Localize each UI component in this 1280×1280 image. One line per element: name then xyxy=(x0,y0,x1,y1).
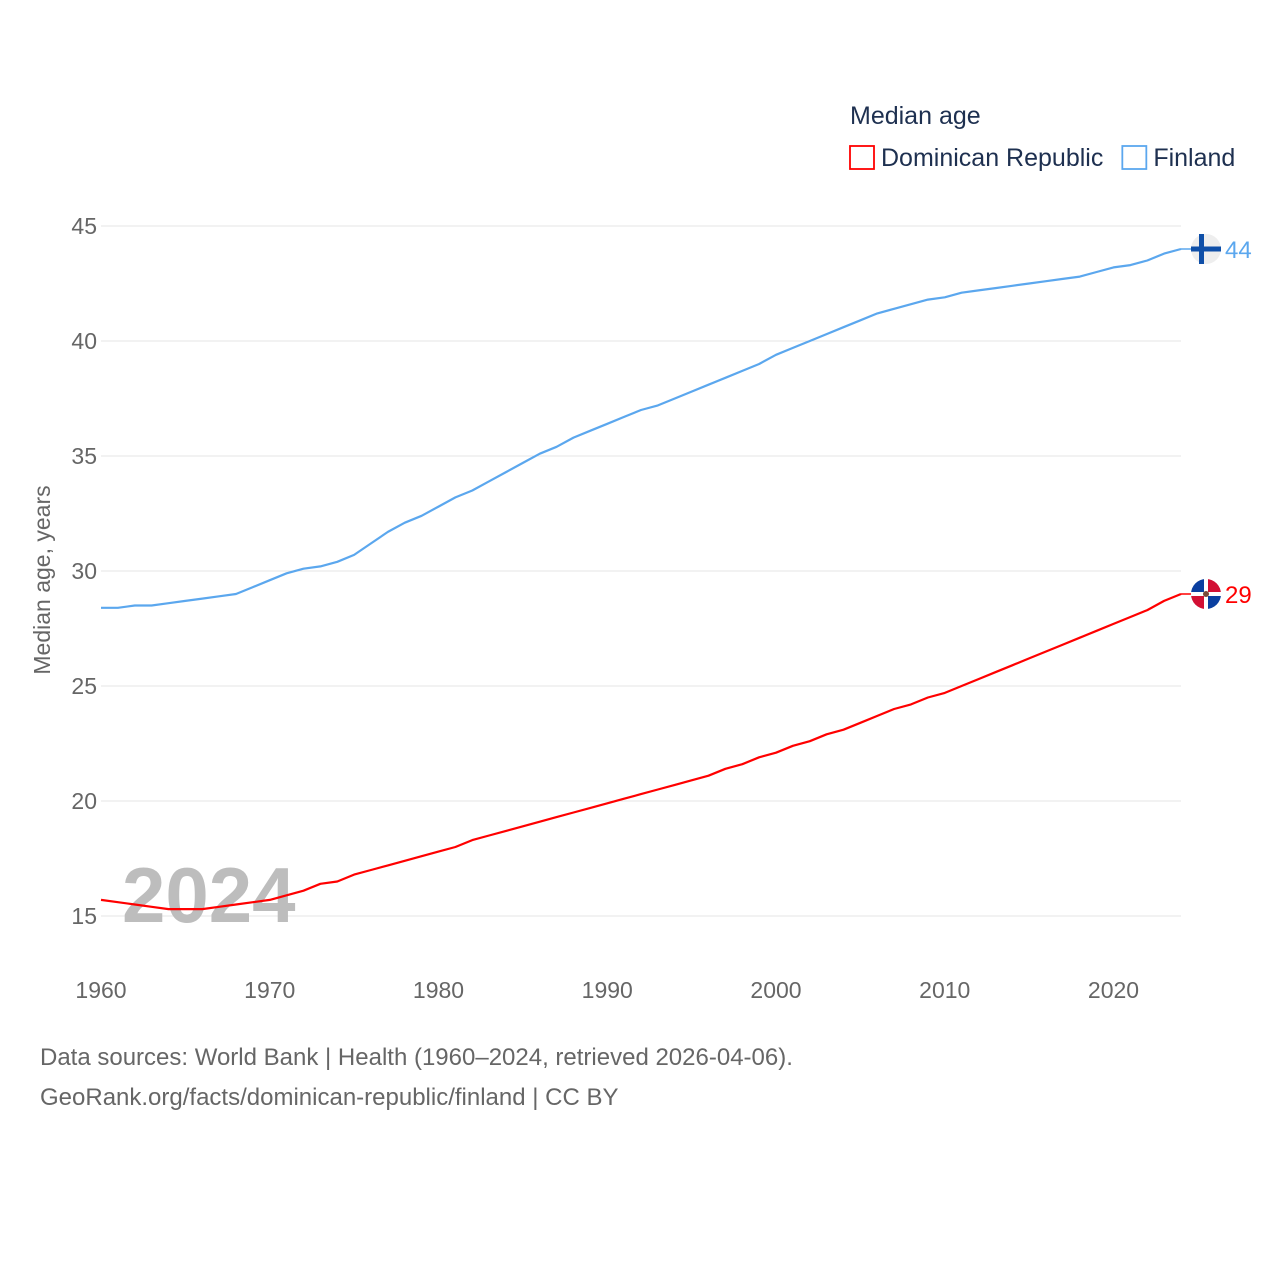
y-tick-label: 40 xyxy=(71,328,97,354)
legend-swatch xyxy=(849,145,875,170)
series-line-dominican-republic xyxy=(100,592,1182,911)
x-tick-label: 1960 xyxy=(75,977,126,1003)
x-tick-label: 2010 xyxy=(919,977,970,1003)
y-axis-ticks: 15 20 25 30 35 40 45 xyxy=(71,213,97,929)
flag-quarter xyxy=(1191,594,1206,609)
source-url-note: GeoRank.org/facts/dominican-republic/fin… xyxy=(40,1084,619,1111)
finland-flag-icon xyxy=(1191,234,1221,264)
y-tick-label: 30 xyxy=(71,558,97,584)
y-tick-label: 15 xyxy=(71,903,97,929)
x-axis-ticks: 1960 1970 1980 1990 2000 2010 2020 xyxy=(75,977,1139,1003)
year-watermark: 2024 xyxy=(122,851,296,939)
y-axis-label: Median age, years xyxy=(29,485,55,674)
legend-swatch xyxy=(1121,145,1148,170)
x-tick-label: 2000 xyxy=(750,977,801,1003)
series-lines: 29 44 xyxy=(100,234,1252,911)
series-line-finland xyxy=(101,247,1182,609)
x-tick-label: 1980 xyxy=(413,977,464,1003)
flag-quarter xyxy=(1191,579,1206,594)
legend-title: Median age xyxy=(850,102,981,130)
y-tick-label: 20 xyxy=(71,788,97,814)
flag-emblem xyxy=(1203,591,1209,597)
flag-cross xyxy=(1191,246,1221,252)
x-tick-label: 1990 xyxy=(582,977,633,1003)
x-tick-label: 2020 xyxy=(1088,977,1139,1003)
gridlines xyxy=(101,225,1181,917)
legend: Dominican Republic Finland xyxy=(849,144,1235,172)
dominican-republic-flag-icon xyxy=(1191,579,1221,609)
legend-label: Dominican Republic xyxy=(881,144,1103,172)
data-source-note: Data sources: World Bank | Health (1960–… xyxy=(40,1044,793,1071)
x-tick-label: 1970 xyxy=(244,977,295,1003)
flag-cross xyxy=(1199,234,1204,264)
flag-quarter xyxy=(1206,594,1221,609)
legend-label: Finland xyxy=(1153,144,1235,172)
y-tick-label: 45 xyxy=(71,213,97,239)
legend-item: Finland xyxy=(1121,144,1235,172)
y-tick-label: 35 xyxy=(71,443,97,469)
end-value-label: 29 xyxy=(1225,582,1252,609)
y-tick-label: 25 xyxy=(71,673,97,699)
flag-quarter xyxy=(1206,579,1221,594)
end-value-label: 44 xyxy=(1225,237,1252,264)
legend-item: Dominican Republic xyxy=(849,144,1103,172)
